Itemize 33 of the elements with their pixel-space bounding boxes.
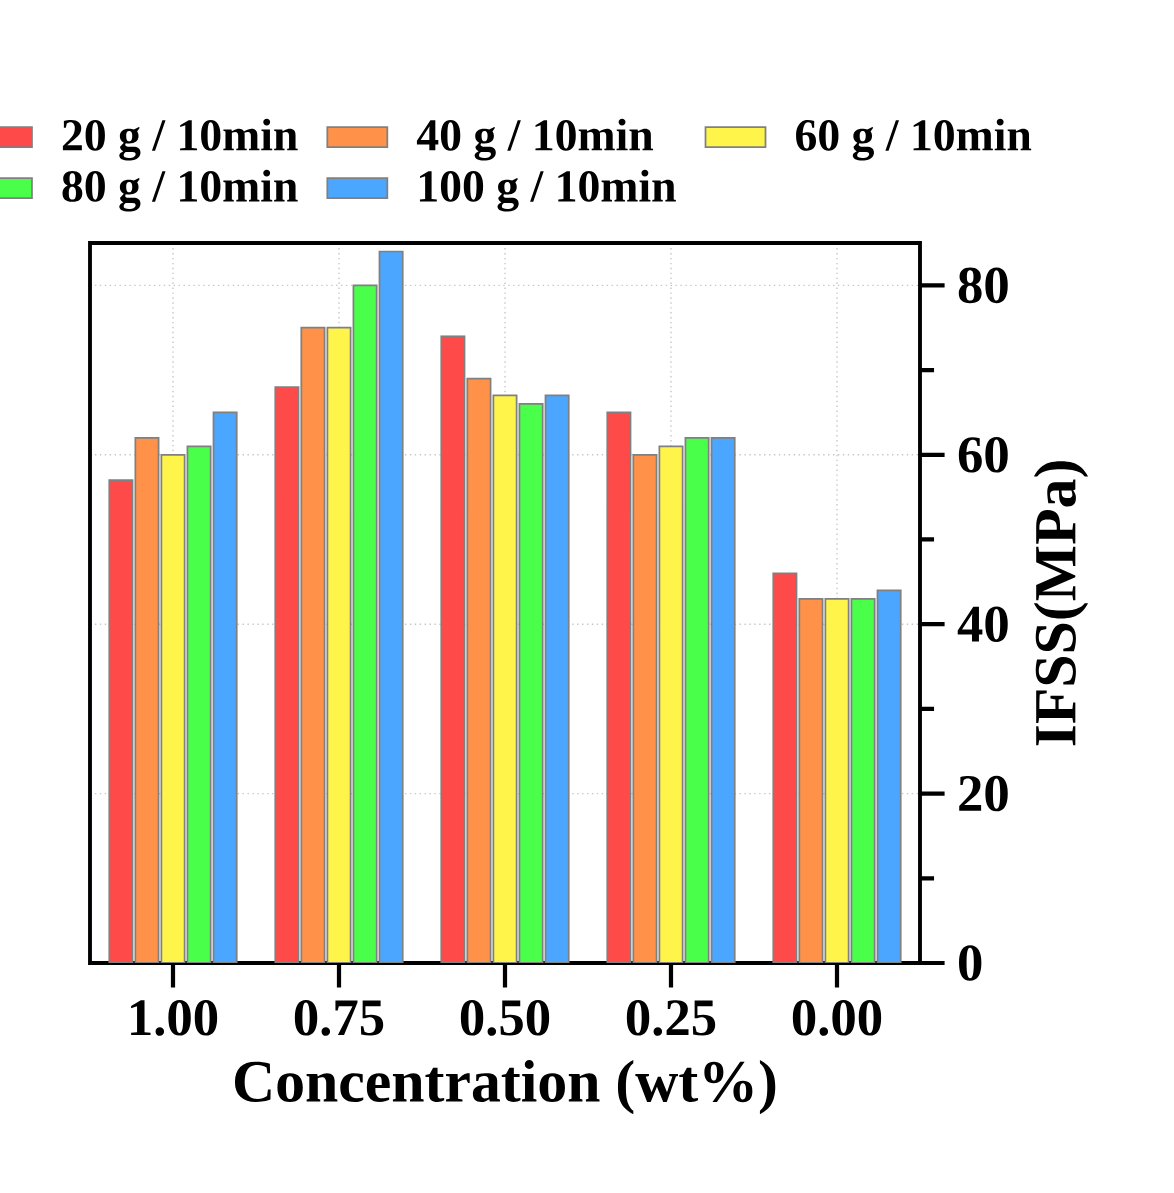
bar: [440, 335, 466, 963]
x-tick-label: 1.00: [131, 1000, 218, 1036]
bar: [108, 479, 134, 963]
legend-label: 80 g / 10min: [62, 169, 298, 212]
x-tick-label: 0.50: [460, 1000, 550, 1036]
bar: [352, 284, 378, 963]
y-tick-label: 20: [959, 775, 1008, 812]
bar: [186, 445, 212, 963]
y-tick-label: 40: [957, 606, 1008, 642]
y-tick-label: 60: [958, 437, 1008, 473]
x-tick-label: 0.25: [626, 1000, 716, 1036]
bar: [606, 411, 632, 963]
legend-label: 100 g / 10min: [419, 169, 676, 212]
bar: [518, 403, 544, 963]
x-axis-title: Concentration (wt%): [234, 1059, 776, 1115]
legend-label: 20 g / 10min: [62, 118, 298, 161]
bar: [160, 453, 186, 963]
legend-label: 60 g / 10min: [796, 118, 1032, 161]
bar: [326, 326, 352, 963]
legend-label: 40 g / 10min: [416, 118, 654, 161]
bar: [772, 572, 798, 963]
y-tick-label: 0: [959, 945, 982, 981]
bar: [492, 394, 518, 963]
bar: [824, 597, 850, 963]
bar: [850, 597, 876, 963]
x-tick-label: 0.00: [792, 1000, 882, 1036]
y-tick-label: 80: [958, 267, 1008, 304]
bar: [684, 436, 710, 963]
bar: [274, 386, 300, 963]
x-tick-label: 0.75: [294, 1000, 384, 1036]
bar: [134, 436, 160, 963]
y-axis-title: IFSS(MPa): [1033, 461, 1089, 746]
bar: [658, 445, 684, 963]
